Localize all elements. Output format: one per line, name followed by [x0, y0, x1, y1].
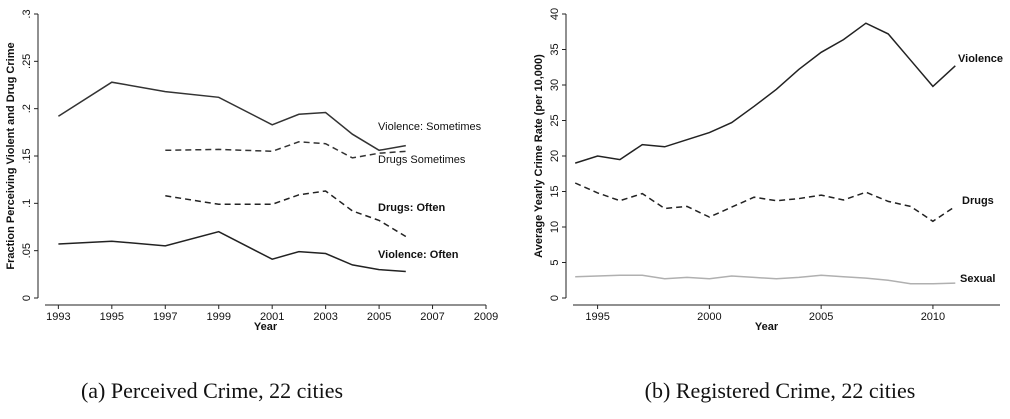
series-line	[575, 274, 956, 285]
series-label: Violence: Sometimes	[378, 121, 482, 133]
series-label: Violence	[958, 53, 1003, 65]
x-tick-label: 2005	[367, 311, 391, 323]
y-axis-title: Fraction Perceiving Violent and Drug Cri…	[5, 42, 17, 269]
y-tick-label: 35	[549, 43, 561, 55]
series-line	[165, 190, 407, 238]
x-tick-label: 2000	[697, 311, 721, 323]
x-tick-label: 2010	[921, 311, 945, 323]
series-line	[165, 141, 406, 159]
series-line	[57, 81, 406, 152]
y-tick-label: 20	[549, 150, 561, 162]
caption: (a) Perceived Crime, 22 cities	[81, 378, 343, 403]
y-tick-label: .1	[21, 199, 33, 208]
y-tick-label: .25	[21, 54, 33, 69]
y-tick-label: 0	[21, 295, 33, 301]
series-line	[574, 22, 956, 164]
series-label: Drugs: Often	[378, 202, 446, 214]
y-tick-label: 5	[549, 259, 561, 265]
series-line	[58, 230, 406, 273]
y-tick-label: 15	[549, 185, 561, 197]
y-tick-label: .2	[21, 104, 33, 113]
y-tick-label: .05	[21, 243, 33, 258]
y-axis-title: Average Yearly Crime Rate (per 10,000)	[533, 54, 545, 258]
x-axis-title: Year	[755, 321, 779, 333]
y-tick-label: .15	[21, 148, 33, 163]
x-tick-label: 1999	[206, 311, 230, 323]
series-label: Drugs Sometimes	[378, 154, 466, 166]
x-tick-label: 2007	[420, 311, 444, 323]
y-tick-label: 25	[549, 114, 561, 126]
x-tick-label: 2003	[313, 311, 337, 323]
y-tick-label: 0	[549, 295, 561, 301]
x-tick-label: 1993	[46, 311, 70, 323]
y-tick-label: 10	[549, 221, 561, 233]
x-axis-title: Year	[254, 321, 278, 333]
x-tick-label: 1995	[100, 311, 124, 323]
series-label: Violence: Often	[378, 249, 459, 261]
series-line	[574, 182, 956, 223]
y-tick-label: 30	[549, 79, 561, 91]
series-label: Drugs	[962, 195, 994, 207]
y-tick-label: .3	[21, 9, 33, 18]
series-label: Sexual	[960, 273, 995, 285]
x-tick-label: 2001	[260, 311, 284, 323]
x-tick-label: 1997	[153, 311, 177, 323]
x-tick-label: 1995	[585, 311, 609, 323]
y-tick-label: 40	[549, 8, 561, 20]
x-tick-label: 2009	[474, 311, 498, 323]
x-tick-label: 2005	[809, 311, 833, 323]
caption: (b) Registered Crime, 22 cities	[645, 378, 916, 403]
